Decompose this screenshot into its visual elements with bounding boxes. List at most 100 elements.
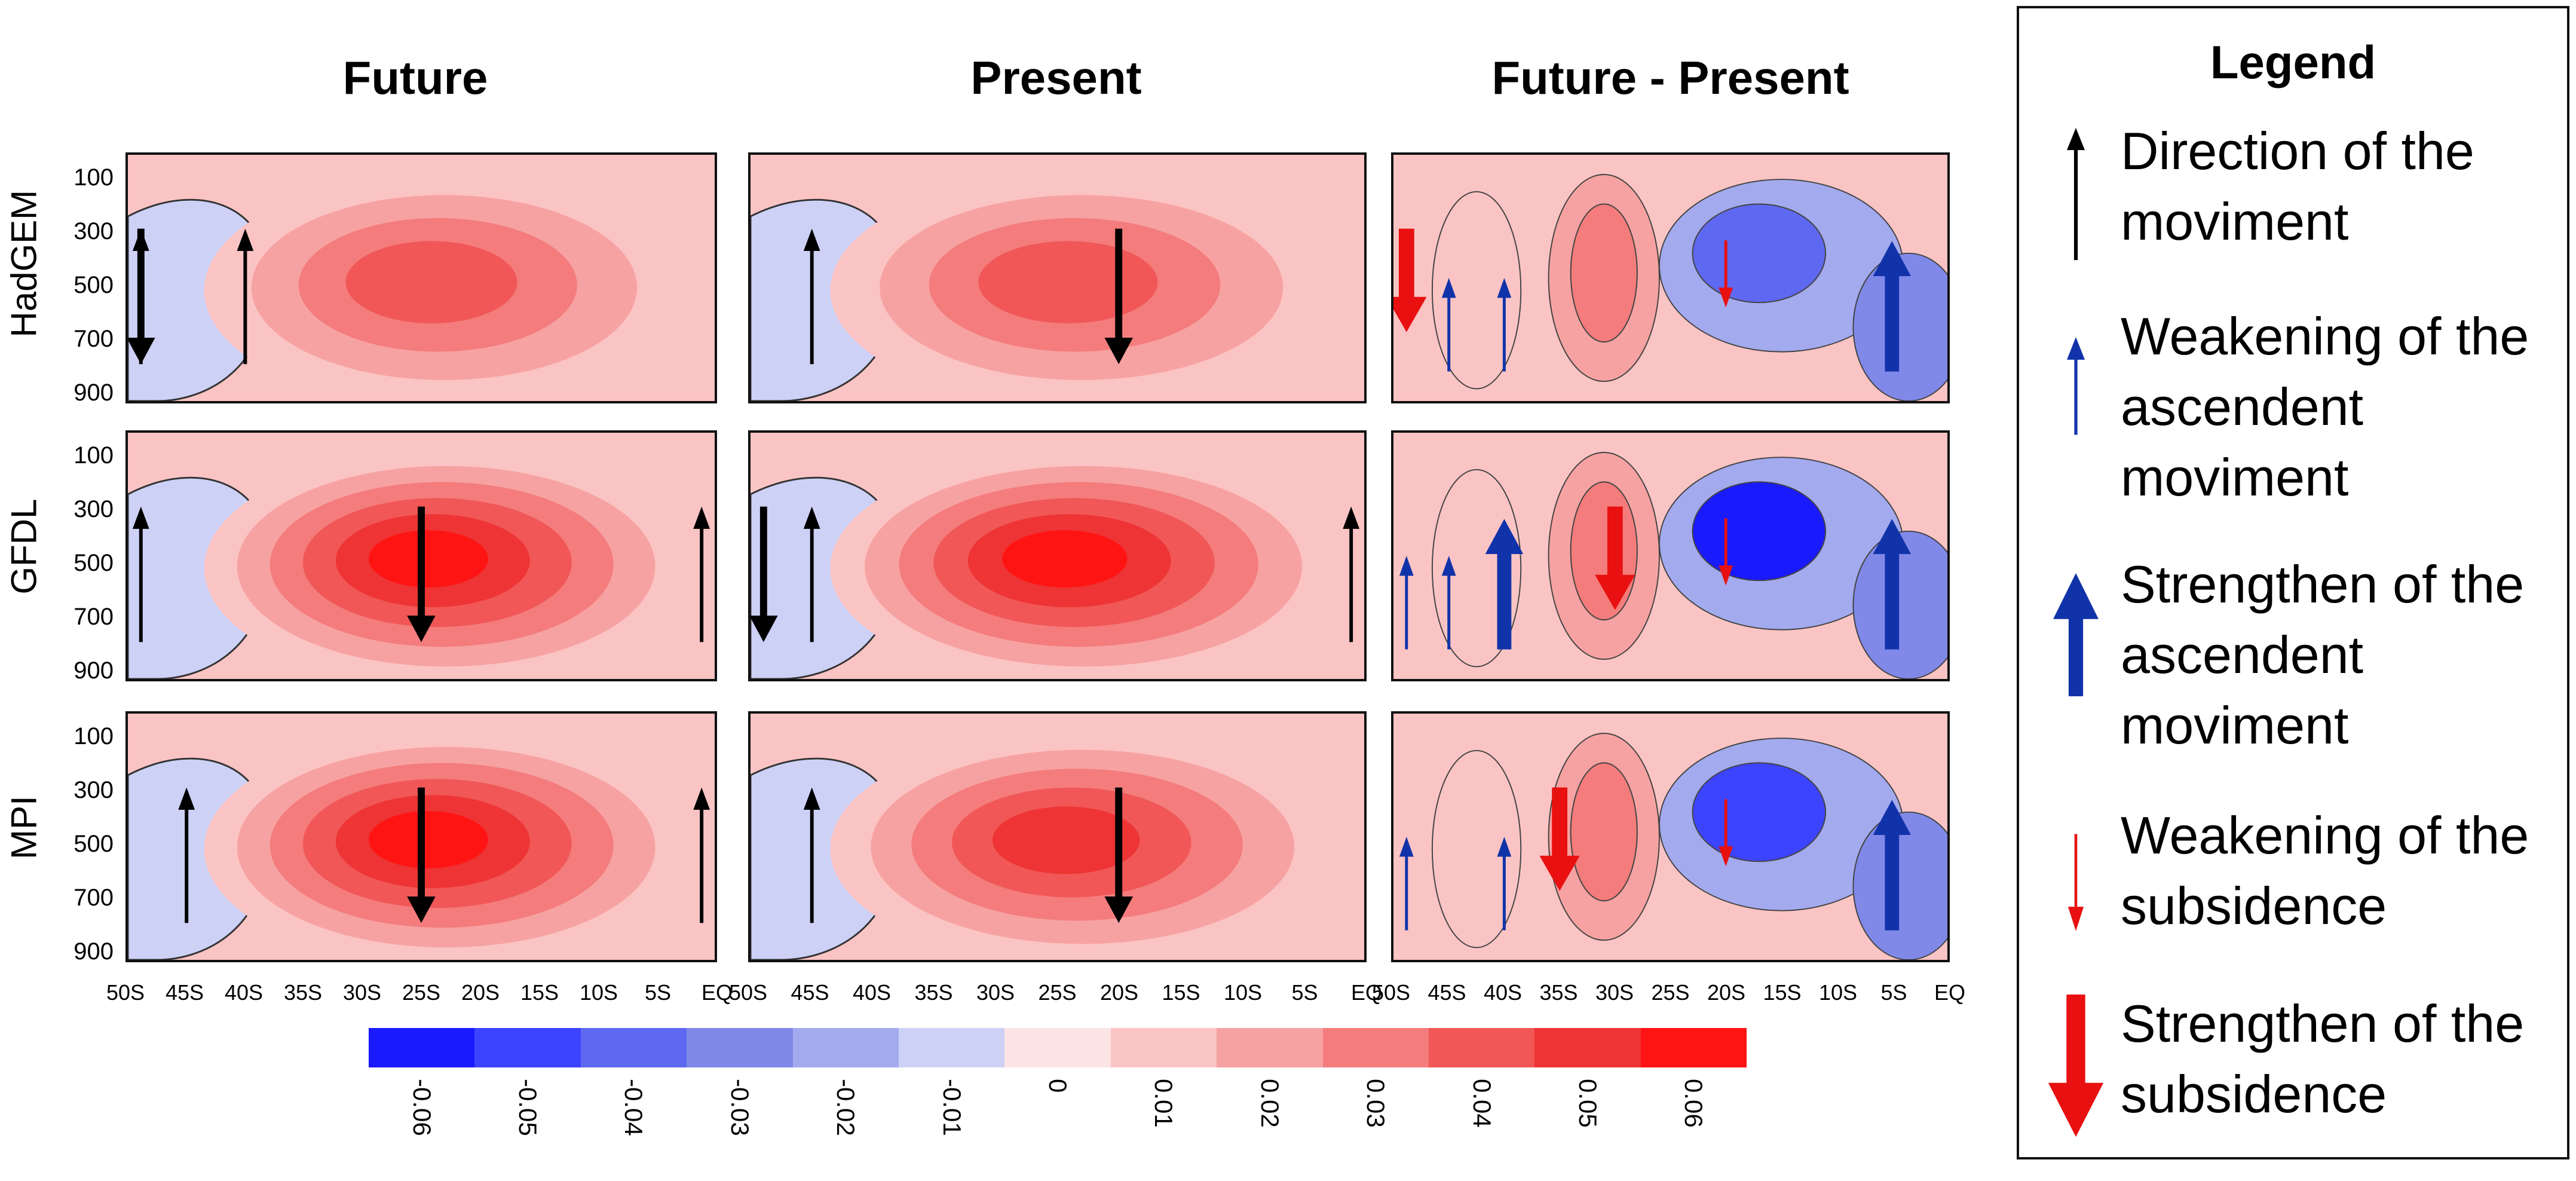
- contour-negative-anomaly: [1692, 762, 1827, 862]
- x-tick-label: 35S: [283, 980, 323, 1005]
- x-tick-label: 10S: [579, 980, 618, 1005]
- colorbar-swatch: [687, 1028, 793, 1067]
- y-tick-label: 700: [73, 885, 114, 911]
- weakening-subsidence-arrow: [1719, 799, 1733, 867]
- x-tick-label: 25S: [1038, 980, 1077, 1005]
- blue-thin-up-arrow-icon: [2066, 337, 2085, 435]
- y-tick-label: 900: [73, 657, 114, 684]
- red-thick-down-arrow-icon: [2048, 995, 2104, 1137]
- colorbar-tick-label: -0.02: [832, 1079, 860, 1136]
- contour-negative-anomaly: [1852, 811, 1947, 960]
- x-tick-label: 45S: [791, 980, 829, 1005]
- legend-text-strong-ascent: Strengthen of the ascendent moviment: [2121, 555, 2525, 755]
- colorbar-tick-label: 0.02: [1255, 1079, 1284, 1128]
- x-tick-label: 20S: [1099, 980, 1139, 1005]
- colorbar-swatch: [1004, 1028, 1111, 1067]
- colorbar-tick-label: 0.04: [1468, 1079, 1496, 1128]
- direction-down-arrow: [1104, 787, 1134, 923]
- column-title-future: Future: [342, 51, 488, 104]
- y-tick-label: 900: [73, 938, 114, 965]
- colorbar-swatch: [474, 1028, 581, 1067]
- y-tick-label: 300: [73, 777, 114, 803]
- weakening-subsidence-arrow: [1719, 518, 1733, 586]
- black-thin-up-arrow-icon: [2066, 128, 2085, 261]
- direction-up-arrow: [237, 228, 254, 365]
- strengthen-subsidence-arrow: [1595, 506, 1635, 610]
- panel-hadgem-future: [125, 152, 717, 403]
- strengthen-subsidence-arrow: [1539, 787, 1580, 891]
- x-tick-label: 15S: [520, 980, 559, 1005]
- red-thin-down-arrow-icon: [2067, 834, 2084, 931]
- weakening-ascent-arrow: [1497, 837, 1512, 931]
- direction-up-arrow: [178, 787, 195, 923]
- colorbar-tick-label: 0: [1044, 1079, 1072, 1093]
- colorbar-swatch: [1322, 1028, 1429, 1067]
- contour-field: [1393, 433, 1947, 679]
- direction-up-arrow: [132, 506, 149, 642]
- direction-down-arrow: [1104, 228, 1134, 365]
- direction-down-arrow: [751, 506, 778, 642]
- contour-field: [751, 714, 1364, 960]
- y-tick-label: 300: [73, 496, 114, 522]
- direction-up-arrow: [1343, 506, 1360, 642]
- direction-up-arrow: [803, 228, 820, 365]
- x-tick-label: 30S: [342, 980, 382, 1005]
- colorbar-tick-label: 0.05: [1573, 1079, 1602, 1128]
- x-tick-label: 40S: [224, 980, 264, 1005]
- colorbar-swatch: [369, 1028, 475, 1067]
- contour-field: [1393, 714, 1947, 960]
- contour-negative-anomaly: [1692, 203, 1827, 304]
- x-tick-label: 5S: [644, 980, 672, 1005]
- colorbar-swatch: [898, 1028, 1005, 1067]
- x-tick-label: 40S: [1483, 980, 1523, 1005]
- direction-up-arrow: [693, 787, 710, 923]
- x-tick-label: 20S: [461, 980, 500, 1005]
- strengthen-ascent-arrow: [1485, 519, 1524, 650]
- x-tick-label: 30S: [976, 980, 1015, 1005]
- panel-gfdl-future: [125, 430, 717, 681]
- x-tick-label: 25S: [1651, 980, 1690, 1005]
- strengthen-ascent-arrow: [1873, 519, 1912, 650]
- legend-box: Legend Direction of the moviment Weakeni…: [2017, 6, 2569, 1159]
- contour-positive-anomaly: [1431, 191, 1522, 390]
- x-tick-label: 45S: [165, 980, 204, 1005]
- contour-level-6: [368, 530, 488, 588]
- panel-hadgem-difference: [1391, 152, 1950, 403]
- y-tick-label: 500: [73, 550, 114, 576]
- contour-field: [128, 155, 715, 401]
- x-tick-label: EQ: [1934, 980, 1965, 1005]
- contour-positive-anomaly: [1570, 481, 1638, 621]
- contour-negative-anomaly: [1692, 481, 1827, 582]
- legend-entry-weak-subsidence: Weakening of the subsidence: [2019, 800, 2567, 956]
- colorbar-swatch: [580, 1028, 687, 1067]
- x-tick-label: 35S: [914, 980, 953, 1005]
- weakening-ascent-arrow: [1441, 556, 1456, 650]
- x-tick-label: 40S: [852, 980, 892, 1005]
- x-tick-label: EQ: [1350, 980, 1382, 1005]
- direction-up-arrow: [803, 506, 820, 642]
- colorbar-tick-label: -0.01: [938, 1079, 966, 1136]
- colorbar-tick-label: -0.04: [620, 1079, 648, 1136]
- contour-level-6: [368, 811, 488, 868]
- y-tick-label: 700: [73, 604, 114, 630]
- x-tick-label: 5S: [1880, 980, 1907, 1005]
- contour-positive-anomaly: [1431, 749, 1522, 949]
- y-tick-label: 300: [73, 218, 114, 244]
- contour-level-6: [1002, 530, 1128, 588]
- x-tick-label: 30S: [1595, 980, 1634, 1005]
- contour-field: [751, 155, 1364, 401]
- colorbar-swatch: [1640, 1028, 1747, 1067]
- contour-level-4: [978, 241, 1158, 323]
- y-tick-label: 500: [73, 831, 114, 857]
- contour-negative-anomaly: [1852, 530, 1947, 679]
- x-tick-label: 15S: [1763, 980, 1802, 1005]
- strengthen-ascent-arrow: [1873, 241, 1912, 372]
- x-tick-label: EQ: [701, 980, 733, 1005]
- strengthen-subsidence-arrow: [1393, 228, 1427, 332]
- panel-gfdl-present: [748, 430, 1367, 681]
- blue-thick-up-arrow-icon: [2053, 573, 2099, 696]
- colorbar-tick-label: -0.03: [725, 1079, 754, 1136]
- legend-entry-direction: Direction of the moviment: [2019, 116, 2567, 271]
- legend-text-direction: Direction of the moviment: [2121, 121, 2474, 251]
- x-tick-label: 50S: [1371, 980, 1411, 1005]
